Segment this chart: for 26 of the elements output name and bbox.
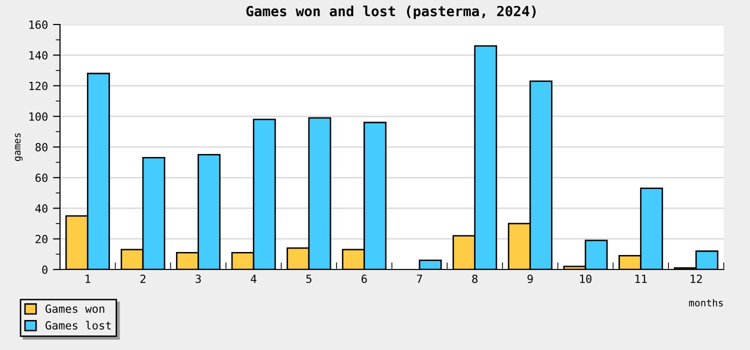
y-tick-label: 20: [36, 234, 48, 244]
x-tick-label: 4: [250, 274, 256, 283]
y-tick-label: 140: [29, 51, 48, 60]
x-tick-label: 9: [528, 274, 533, 284]
x-tick-label: 12: [690, 274, 702, 283]
x-tick-label: 11: [635, 274, 647, 283]
x-tick-label: 5: [306, 274, 312, 284]
y-tick-label: 100: [29, 112, 48, 121]
x-tick-label: 2: [140, 274, 146, 283]
legend-label: Games lost: [46, 320, 111, 330]
x-tick-label: 3: [196, 274, 201, 284]
x-axis-title: months: [689, 298, 723, 306]
y-tick-label: 120: [29, 82, 48, 90]
y-tick-label: 80: [36, 143, 48, 152]
legend-label: Games won: [46, 304, 104, 313]
x-tick-label: 6: [362, 274, 367, 284]
x-tick-label: 8: [472, 274, 478, 284]
y-tick-label: 40: [35, 204, 48, 213]
x-tick-label: 7: [416, 274, 422, 283]
y-tick-label: 0: [42, 266, 48, 274]
y-axis-title: games: [15, 133, 23, 162]
chart-title: Games won and lost (pasterma, 2024): [246, 6, 536, 20]
x-tick-label: 10: [580, 274, 592, 284]
y-tick-label: 160: [29, 20, 48, 29]
x-tick-label: 1: [86, 274, 90, 283]
y-tick-label: 60: [36, 174, 48, 182]
